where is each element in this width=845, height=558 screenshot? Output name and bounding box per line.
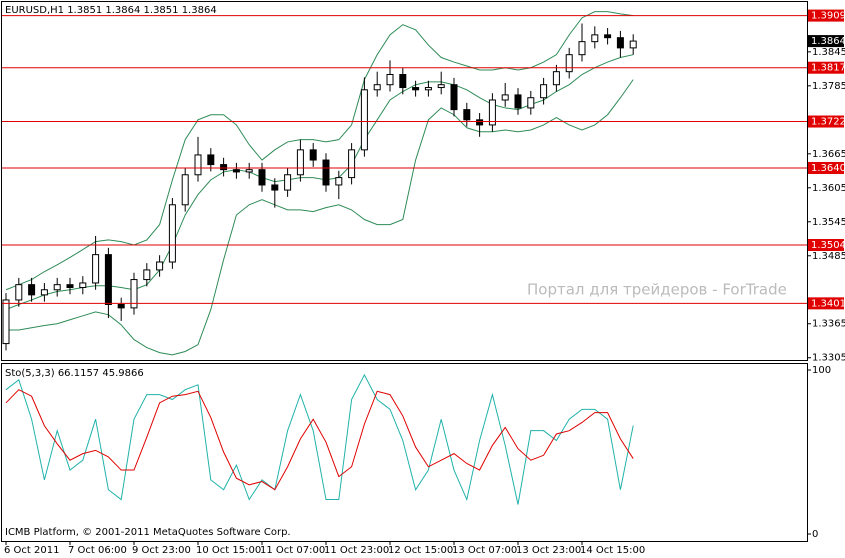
candle-body	[28, 284, 36, 296]
y-tick-label: 1.3305	[812, 353, 845, 364]
y-tick-label: 100	[812, 365, 831, 376]
current-price-label: 1.3864	[811, 36, 845, 47]
x-tick-label: 13 Oct 07:00	[452, 545, 517, 556]
level-label: 1.3722	[811, 117, 845, 128]
candle-body	[335, 177, 343, 186]
y-tick-label: 1.3845	[812, 47, 845, 58]
candle-body	[168, 204, 176, 263]
candle-body	[604, 34, 612, 39]
candle-body	[309, 149, 317, 161]
candle-body	[565, 54, 573, 73]
candle-body	[437, 84, 445, 89]
candle-body	[514, 94, 522, 109]
candle-body	[220, 164, 228, 171]
candle-body	[143, 269, 151, 281]
candle-body	[181, 174, 189, 206]
indicator-title: Sto(5,3,3) 66.1157 45.9866	[5, 368, 144, 379]
y-tick-label: 1.3665	[812, 149, 845, 160]
y-tick-label: 1.3545	[812, 217, 845, 228]
candle-body	[591, 34, 599, 43]
candle-body	[629, 40, 637, 49]
candle-body	[207, 154, 215, 166]
watermark: Портал для трейдеров - ForTrade	[527, 281, 787, 299]
candle-body	[66, 284, 74, 288]
candle-body	[386, 74, 394, 86]
candle-body	[552, 71, 560, 86]
y-tick-label: 1.3785	[812, 81, 845, 92]
candle-body	[117, 303, 125, 309]
chart-title: EURUSD,H1 1.3851 1.3864 1.3851 1.3864	[5, 5, 217, 16]
current-price-box	[808, 35, 844, 48]
candle-body	[322, 159, 330, 186]
candle-body	[245, 169, 253, 173]
level-label: 1.3817	[811, 63, 845, 74]
candle-body	[104, 254, 112, 305]
level-label-box	[808, 297, 844, 310]
candle-body	[258, 169, 266, 186]
x-tick-label: 6 Oct 2011	[4, 545, 59, 556]
stochastic-panel	[1, 363, 808, 542]
candle-body	[348, 149, 356, 179]
level-label-box	[808, 161, 844, 174]
candle-body	[527, 97, 535, 109]
candle-body	[424, 87, 432, 91]
level-label: 1.3640	[811, 163, 845, 174]
stochastic-line	[5, 389, 634, 491]
candle-body	[501, 94, 509, 101]
candle-body	[616, 37, 624, 49]
candle-body	[15, 284, 23, 301]
x-tick-label: 14 Oct 15:00	[580, 545, 645, 556]
level-label-box	[808, 115, 844, 128]
y-tick-label: 0	[812, 529, 818, 540]
x-tick-label: 9 Oct 23:00	[132, 545, 191, 556]
stochastic-line	[5, 373, 634, 505]
x-tick-label: 11 Oct 23:00	[324, 545, 389, 556]
y-tick-label: 1.3605	[812, 183, 845, 194]
candle-body	[284, 174, 292, 191]
candle-body	[476, 119, 484, 126]
candle-body	[412, 87, 420, 91]
candle-body	[399, 74, 407, 89]
band-line	[6, 79, 634, 356]
level-label: 1.3909	[811, 11, 845, 22]
candle-body	[578, 41, 586, 56]
y-tick-label: 1.3365	[812, 319, 845, 330]
level-label-box	[808, 9, 844, 22]
candle-body	[296, 149, 304, 176]
candle-body	[271, 184, 279, 191]
candle-body	[156, 261, 164, 271]
level-label: 1.3504	[811, 240, 845, 251]
candle-body	[373, 84, 381, 91]
x-tick-label: 13 Oct 23:00	[516, 545, 581, 556]
candle-body	[40, 289, 48, 296]
candle-body	[2, 299, 10, 345]
x-tick-label: 11 Oct 07:00	[260, 545, 325, 556]
candle-body	[130, 279, 138, 309]
y-tick-label: 1.3485	[812, 251, 845, 262]
candle-body	[53, 284, 61, 291]
x-tick-label: 12 Oct 15:00	[388, 545, 453, 556]
x-tick-label: 7 Oct 06:00	[68, 545, 127, 556]
candle-body	[540, 84, 548, 99]
candle-body	[360, 89, 368, 151]
copyright: ICMB Platform, © 2001-2011 MetaQuotes So…	[5, 527, 291, 538]
level-label: 1.3401	[811, 298, 845, 309]
level-label-box	[808, 239, 844, 252]
candle-body	[232, 169, 240, 173]
candle-body	[79, 282, 87, 288]
x-tick-label: 10 Oct 15:00	[196, 545, 261, 556]
candle-body	[92, 254, 100, 284]
candle-body	[194, 154, 202, 176]
level-label-box	[808, 61, 844, 74]
price-panel	[1, 1, 808, 361]
candle-body	[450, 84, 458, 111]
candle-body	[488, 99, 496, 126]
candle-body	[463, 109, 471, 121]
